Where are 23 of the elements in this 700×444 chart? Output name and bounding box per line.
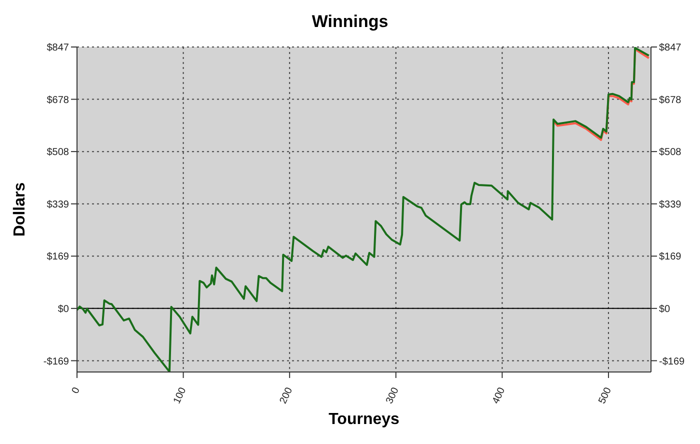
y-tick-label: $508 <box>46 147 70 158</box>
x-tick-label: 0 <box>70 385 83 396</box>
x-tick-label: 300 <box>384 385 402 406</box>
y2-tick-label: $339 <box>659 199 682 210</box>
y2-tick-label: $678 <box>659 94 682 106</box>
y-tick-label: $169 <box>46 252 70 263</box>
x-tick-label: 500 <box>596 385 614 406</box>
chart-title: Winnings <box>310 12 390 32</box>
y-tick-label: $0 <box>58 304 70 315</box>
y2-tick-label: $169 <box>659 252 682 263</box>
y-tick-label: $339 <box>46 199 70 210</box>
y2-tick-label: $508 <box>659 147 682 158</box>
x-axis-title: Tourneys <box>328 411 400 428</box>
y-tick-label: $847 <box>46 42 70 54</box>
y2-tick-label: $0 <box>659 304 671 315</box>
y2-tick-label: $847 <box>659 42 682 54</box>
x-tick-label: 200 <box>278 385 296 406</box>
y-tick-label: $678 <box>46 94 70 106</box>
y-tick-label: -$169 <box>43 356 70 368</box>
x-tick-label: 100 <box>172 385 189 406</box>
x-tick-label: 400 <box>490 385 508 406</box>
y2-tick-label: -$169 <box>659 356 686 368</box>
y-axis-title: Dollars <box>12 182 29 237</box>
